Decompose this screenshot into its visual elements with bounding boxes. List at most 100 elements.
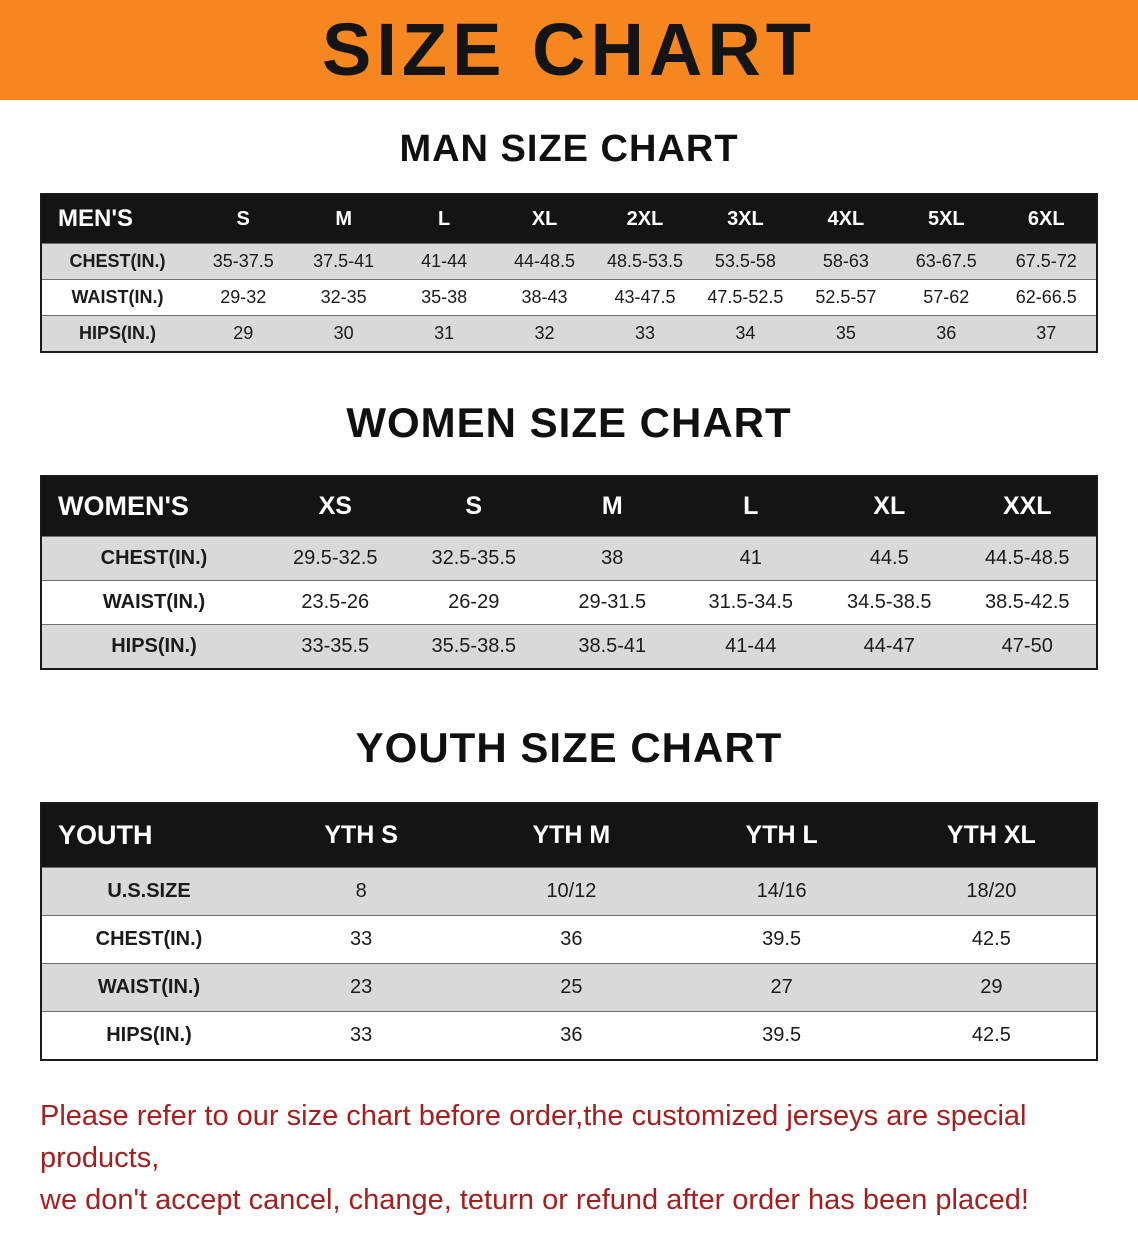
cell-value: 8 <box>256 867 467 916</box>
table-row: WAIST(IN.) 29-32 32-35 35-38 38-43 43-47.5 47.… <box>41 279 1097 316</box>
cell-value: 42.5 <box>886 1011 1097 1060</box>
cell-value: 23.5-26 <box>266 580 405 625</box>
size-chart-banner: SIZE CHART <box>0 0 1138 100</box>
cell-value: 43-47.5 <box>594 279 696 316</box>
row-label: HIPS(IN.) <box>41 315 193 352</box>
cell-value: 37 <box>996 315 1097 352</box>
cell-value: 35 <box>795 315 897 352</box>
column-header: XS <box>266 476 405 537</box>
table-row: CHEST(IN.) 35-37.5 37.5-41 41-44 44-48.5 48.5… <box>41 243 1097 280</box>
cell-value: 34.5-38.5 <box>820 580 959 625</box>
table-row: HIPS(IN.) 29 30 31 32 33 34 35 36 37 <box>41 315 1097 352</box>
cell-value: 41 <box>681 536 820 581</box>
cell-value: 34 <box>695 315 796 352</box>
column-header: 4XL <box>795 194 897 244</box>
cell-value: 14/16 <box>676 867 887 916</box>
cell-value: 39.5 <box>676 1011 887 1060</box>
column-header: 5XL <box>896 194 997 244</box>
cell-value: 58-63 <box>795 243 897 280</box>
cell-value: 47.5-52.5 <box>695 279 796 316</box>
cell-value: 33 <box>594 315 696 352</box>
row-label: WAIST(IN.) <box>41 279 193 316</box>
cell-value: 38 <box>543 536 682 581</box>
page-content: MAN SIZE CHART MEN'S S M L XL 2XL 3XL 4XL 5XL 6XL… <box>0 128 1138 1235</box>
column-header: YTH S <box>256 803 467 868</box>
cell-value: 36 <box>466 915 677 964</box>
column-header: XXL <box>958 476 1097 537</box>
column-header: YTH M <box>466 803 677 868</box>
table-row: HIPS(IN.) 33 36 39.5 42.5 <box>41 1011 1097 1060</box>
cell-value: 18/20 <box>886 867 1097 916</box>
cell-value: 44.5-48.5 <box>958 536 1097 581</box>
cell-value: 38-43 <box>494 279 595 316</box>
column-header: XL <box>820 476 959 537</box>
column-header: M <box>543 476 682 537</box>
cell-value: 32 <box>494 315 595 352</box>
column-header: 6XL <box>996 194 1097 244</box>
column-header: YTH L <box>676 803 887 868</box>
cell-value: 26-29 <box>404 580 543 625</box>
cell-value: 57-62 <box>896 279 997 316</box>
size-chart-title: SIZE CHART <box>322 8 816 91</box>
cell-value: 41-44 <box>393 243 495 280</box>
cell-value: 44.5 <box>820 536 959 581</box>
table-title-cell: MEN'S <box>41 194 193 244</box>
table-row: WAIST(IN.) 23 25 27 29 <box>41 963 1097 1012</box>
row-label: HIPS(IN.) <box>41 1011 256 1060</box>
row-label: CHEST(IN.) <box>41 243 193 280</box>
column-header: YTH XL <box>886 803 1097 868</box>
cell-value: 29-31.5 <box>543 580 682 625</box>
disclaimer-line-2: we don't accept cancel, change, teturn o… <box>40 1184 1029 1217</box>
cell-value: 32.5-35.5 <box>404 536 543 581</box>
column-header: L <box>681 476 820 537</box>
table-title-cell: YOUTH <box>41 803 256 868</box>
column-header: 2XL <box>594 194 696 244</box>
size-table: YOUTH YTH S YTH M YTH L YTH XL U.S.SIZE 8 10/12… <box>40 802 1098 1061</box>
cell-value: 33 <box>256 1011 467 1060</box>
cell-value: 29 <box>193 315 294 352</box>
cell-value: 27 <box>676 963 887 1012</box>
cell-value: 33 <box>256 915 467 964</box>
women-size-table: WOMEN'S XS S M L XL XXL CHEST(IN.) 29.5-32.5 32.5… <box>40 475 1098 670</box>
cell-value: 63-67.5 <box>896 243 997 280</box>
cell-value: 44-47 <box>820 624 959 669</box>
youth-size-table: YOUTH YTH S YTH M YTH L YTH XL U.S.SIZE 8 10/12… <box>40 802 1098 1061</box>
row-label: CHEST(IN.) <box>41 915 256 964</box>
cell-value: 29.5-32.5 <box>266 536 405 581</box>
size-table: MEN'S S M L XL 2XL 3XL 4XL 5XL 6XL CHEST(IN.) 35-37… <box>40 193 1098 353</box>
table-row: HIPS(IN.) 33-35.5 35.5-38.5 38.5-41 41-44 44-… <box>41 624 1097 669</box>
cell-value: 38.5-41 <box>543 624 682 669</box>
cell-value: 62-66.5 <box>996 279 1097 316</box>
row-label: HIPS(IN.) <box>41 624 266 669</box>
cell-value: 33-35.5 <box>266 624 405 669</box>
cell-value: 42.5 <box>886 915 1097 964</box>
cell-value: 38.5-42.5 <box>958 580 1097 625</box>
column-header: 3XL <box>695 194 796 244</box>
table-header-row: WOMEN'S XS S M L XL XXL <box>41 476 1097 537</box>
row-label: WAIST(IN.) <box>41 963 256 1012</box>
cell-value: 31.5-34.5 <box>681 580 820 625</box>
table-header-row: YOUTH YTH S YTH M YTH L YTH XL <box>41 803 1097 868</box>
cell-value: 10/12 <box>466 867 677 916</box>
column-header: XL <box>494 194 595 244</box>
cell-value: 35-38 <box>393 279 495 316</box>
row-label: WAIST(IN.) <box>41 580 266 625</box>
men-size-section: MAN SIZE CHART MEN'S S M L XL 2XL 3XL 4XL 5XL 6XL… <box>40 128 1098 353</box>
cell-value: 44-48.5 <box>494 243 595 280</box>
cell-value: 23 <box>256 963 467 1012</box>
cell-value: 25 <box>466 963 677 1012</box>
column-header: M <box>293 194 394 244</box>
cell-value: 47-50 <box>958 624 1097 669</box>
cell-value: 36 <box>896 315 997 352</box>
cell-value: 29-32 <box>193 279 294 316</box>
row-label: U.S.SIZE <box>41 867 256 916</box>
row-label: CHEST(IN.) <box>41 536 266 581</box>
table-row: WAIST(IN.) 23.5-26 26-29 29-31.5 31.5-34.5 34… <box>41 580 1097 625</box>
youth-size-section: YOUTH SIZE CHART YOUTH YTH S YTH M YTH L YTH… <box>40 724 1098 1061</box>
women-size-section: WOMEN SIZE CHART WOMEN'S XS S M L XL XXL CHEST(… <box>40 399 1098 670</box>
cell-value: 35-37.5 <box>193 243 294 280</box>
cell-value: 52.5-57 <box>795 279 897 316</box>
disclaimer-line-1: Please refer to our size chart before or… <box>40 1100 1027 1175</box>
cell-value: 39.5 <box>676 915 887 964</box>
cell-value: 48.5-53.5 <box>594 243 696 280</box>
